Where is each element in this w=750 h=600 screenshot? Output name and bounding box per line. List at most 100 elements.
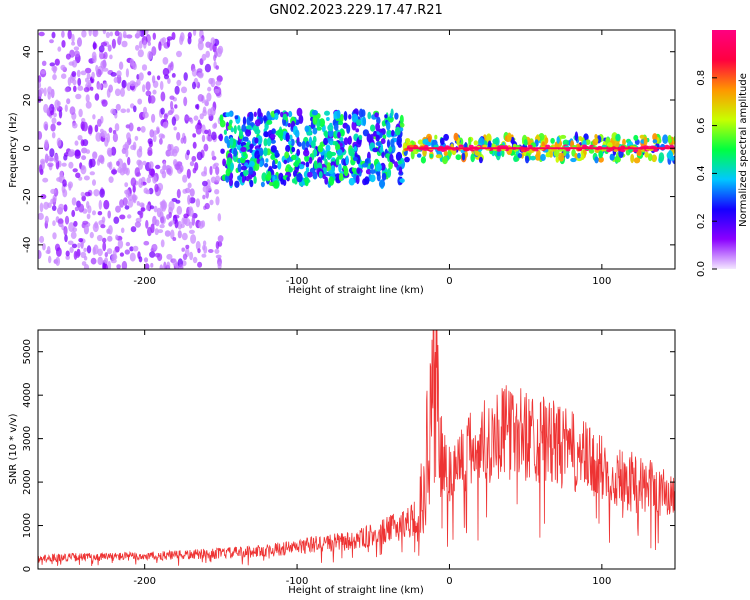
heatmap-cell [71,243,78,249]
heatmap-cell [81,261,87,266]
heatmap-cell [394,161,398,168]
heatmap-cell [71,41,76,46]
heatmap-cell [149,129,155,138]
heatmap-cell [162,57,169,65]
heatmap-cell [51,205,57,212]
colorbar-ticks: 0.0 0.2 0.4 0.6 0.8 [696,70,717,277]
heatmap-cell [192,133,197,138]
heatmap-cell [492,138,499,145]
heatmap-cell [324,110,330,116]
heatmap-cell [53,153,59,163]
heatmap-cell [189,161,195,167]
heatmap-cell [343,137,349,146]
heatmap-cell [241,124,247,132]
heatmap-cell [159,80,164,91]
heatmap-cell [119,252,124,257]
heatmap-cell [329,140,334,146]
heatmap-cell [81,155,87,161]
colorbar-tick-label: 0.2 [696,213,707,229]
heatmap-cell [98,45,105,53]
heatmap-cell [482,144,488,148]
heatmap-cell [192,256,198,264]
colorbar-tick-label: 0.4 [696,165,707,181]
heatmap-cell [248,161,255,167]
heatmap-cell [207,129,212,137]
heatmap-cell [57,218,64,224]
heatmap-cell [364,158,369,164]
heatmap-cell [107,44,112,52]
heatmap-cell [386,129,392,135]
heatmap-cell [93,189,100,197]
heatmap-cell [86,245,92,254]
heatmap-cell [122,197,128,206]
heatmap-cell [375,163,382,172]
heatmap-cell [137,49,144,58]
heatmap-cell [473,140,478,146]
heatmap-cell [116,70,122,78]
heatmap-cell [588,149,595,154]
heatmap-cell [45,249,51,254]
heatmap-cell [517,153,523,159]
heatmap-cell [215,80,222,86]
heatmap-cell [103,51,108,60]
figure-title: GN02.2023.229.17.47.R21 [269,3,443,18]
heatmap-cell [160,239,165,248]
heatmap-cell [225,168,231,177]
heatmap-cell [364,176,370,185]
heatmap-cell [615,133,621,142]
heatmap-cell [65,255,70,260]
heatmap-cell [156,75,161,81]
heatmap-cell [197,261,203,268]
heatmap-cell [109,54,113,60]
y-tick-label: 40 [22,45,33,58]
heatmap-cell [47,86,53,95]
heatmap-cell [112,132,118,143]
heatmap-cell [119,214,126,220]
heatmap-cell [370,163,374,170]
heatmap-cell [391,129,395,137]
heatmap-cell [136,126,141,132]
heatmap-cell [353,146,357,152]
heatmap-cell [69,246,74,253]
heatmap-cell [103,199,110,210]
heatmap-cell [189,197,196,204]
heatmap-cell [195,240,201,251]
heatmap-cell [379,146,384,153]
heatmap-cell [106,248,113,255]
heatmap-cell [94,124,99,133]
heatmap-cell [338,120,344,126]
heatmap-cell [187,182,192,189]
heatmap-cell [254,119,261,127]
colorbar-tick-label: 0.8 [696,70,707,86]
heatmap-cell [249,143,254,149]
heatmap-cell [87,79,92,87]
heatmap-cell [429,153,434,159]
heatmap-cell [298,114,304,125]
heatmap-cell [63,204,68,212]
heatmap-cell [132,193,136,203]
heatmap-cell [644,151,649,158]
heatmap-cell [376,170,381,177]
heatmap-cell [237,175,242,181]
heatmap-cell [293,170,297,178]
heatmap-cell [277,160,282,170]
heatmap-cell [287,123,291,128]
heatmap-cell [54,58,60,66]
colorbar-tick-label: 0.0 [696,261,707,277]
heatmap-cell [544,137,549,144]
heatmap-cell [234,115,239,120]
y-tick-label: -40 [22,237,33,253]
heatmap-cell [614,156,621,163]
heatmap-cell [263,147,268,157]
heatmap-cell [83,175,90,181]
heatmap-cell [55,256,61,266]
heatmap-cell [152,32,156,40]
heatmap-cell [237,125,241,131]
heatmap-cell [219,119,226,128]
heatmap-cell [138,256,143,263]
heatmap-cell [378,128,384,133]
heatmap-cell [289,134,293,141]
heatmap-cell [38,31,45,37]
heatmap-cell [208,249,214,253]
heatmap-cell [61,40,66,48]
